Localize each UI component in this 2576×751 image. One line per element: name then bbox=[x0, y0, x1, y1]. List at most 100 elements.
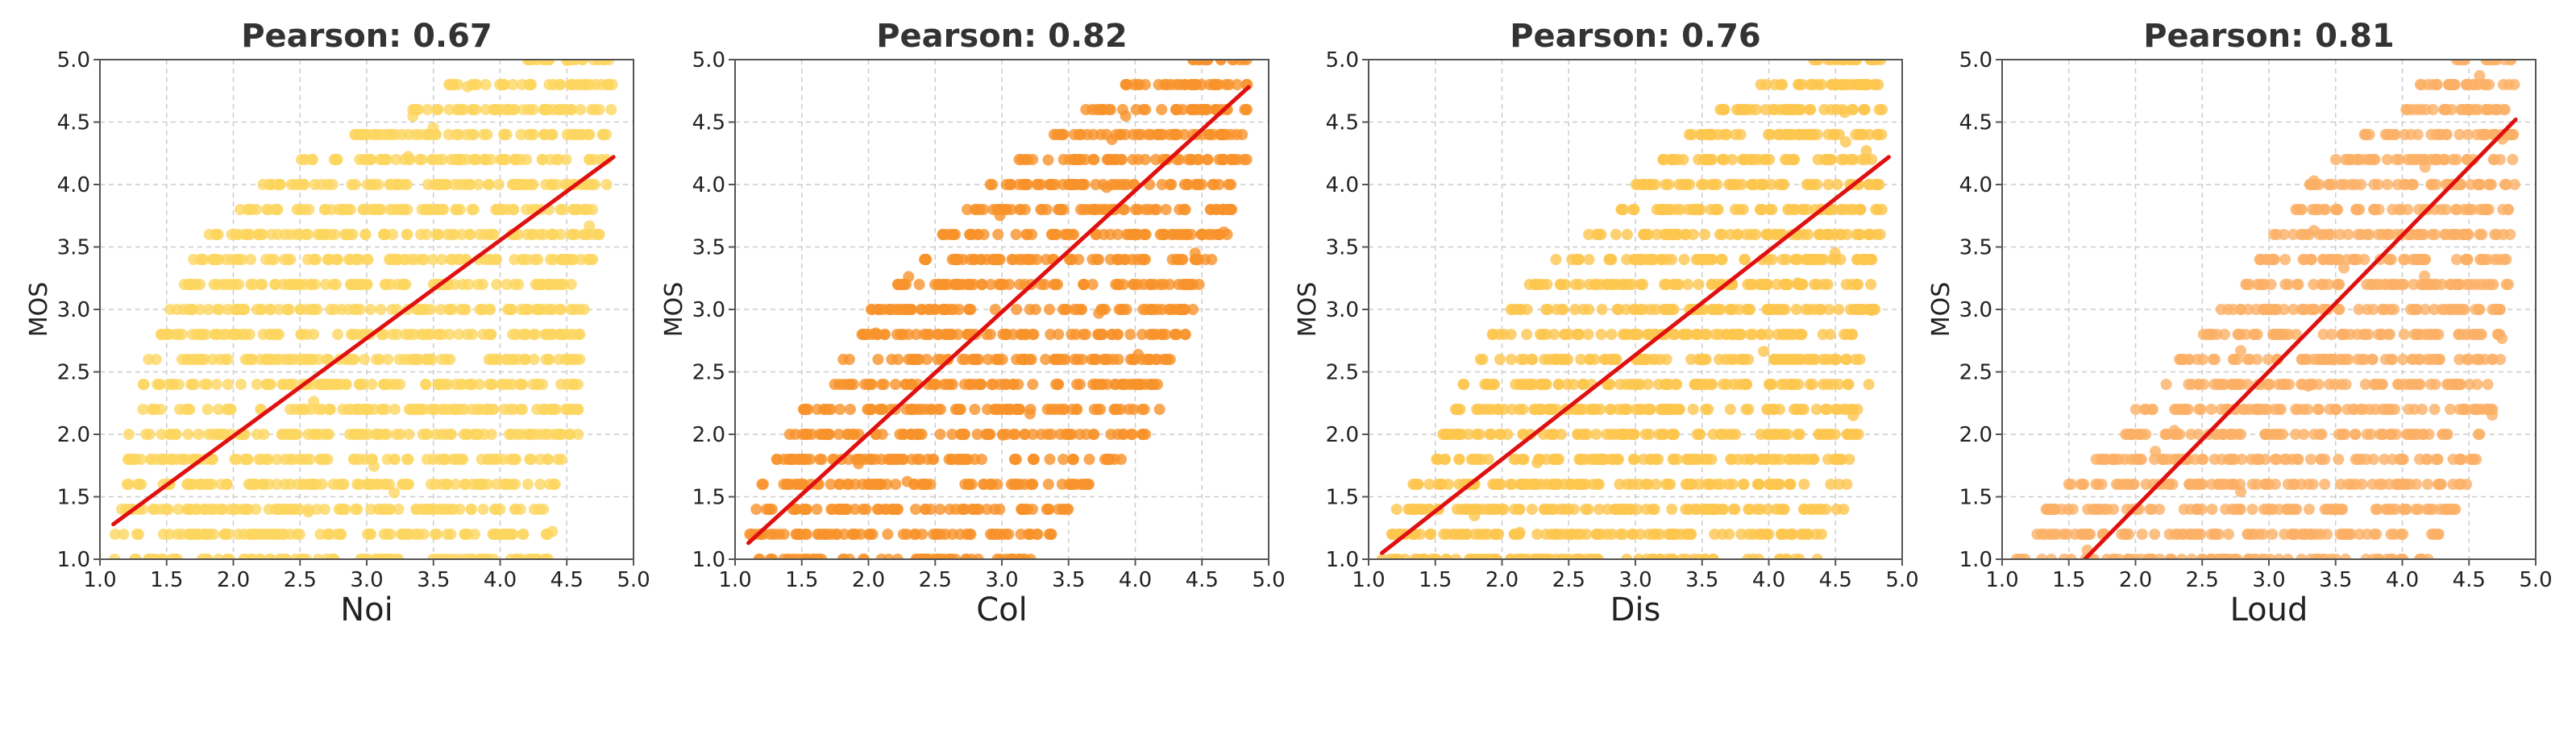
data-point bbox=[1830, 404, 1842, 415]
data-point bbox=[2251, 479, 2262, 490]
data-point bbox=[532, 254, 544, 265]
data-point bbox=[2036, 554, 2048, 559]
data-point bbox=[507, 329, 519, 340]
data-point bbox=[2257, 529, 2269, 540]
data-point bbox=[1184, 279, 1196, 290]
data-point bbox=[1124, 329, 1136, 340]
data-point bbox=[296, 329, 308, 340]
data-point bbox=[1078, 329, 1089, 340]
data-point bbox=[285, 354, 297, 365]
data-point bbox=[1617, 504, 1629, 515]
data-point bbox=[1049, 229, 1061, 240]
data-point bbox=[1559, 329, 1571, 340]
data-point bbox=[387, 229, 399, 240]
data-point bbox=[1011, 454, 1022, 465]
data-point bbox=[416, 254, 428, 265]
data-point bbox=[255, 354, 267, 365]
data-point bbox=[1834, 60, 1846, 65]
data-point bbox=[1583, 304, 1595, 315]
data-point bbox=[137, 404, 149, 415]
data-point bbox=[1542, 304, 1554, 315]
data-point bbox=[375, 304, 387, 315]
data-point bbox=[913, 279, 925, 290]
data-point bbox=[1849, 60, 1861, 65]
data-point bbox=[1053, 404, 1066, 415]
data-point bbox=[401, 179, 413, 190]
data-point bbox=[1663, 379, 1675, 390]
data-point bbox=[1016, 504, 1028, 515]
data-point bbox=[1819, 154, 1830, 165]
data-point bbox=[929, 304, 941, 315]
data-point bbox=[1492, 404, 1504, 415]
data-point bbox=[1780, 554, 1793, 559]
data-point bbox=[228, 504, 240, 515]
data-point bbox=[527, 179, 539, 190]
data-point bbox=[348, 429, 360, 440]
data-point bbox=[1120, 79, 1132, 90]
data-point bbox=[222, 379, 234, 390]
data-point bbox=[1818, 104, 1830, 115]
data-point bbox=[2220, 504, 2232, 515]
data-point bbox=[2388, 529, 2400, 540]
data-point bbox=[146, 554, 158, 559]
data-point bbox=[538, 229, 550, 240]
data-point bbox=[293, 529, 305, 540]
data-point bbox=[245, 254, 256, 265]
data-point bbox=[778, 529, 790, 540]
data-point bbox=[1513, 504, 1525, 515]
data-point bbox=[1136, 254, 1148, 265]
data-point bbox=[1470, 429, 1482, 440]
data-point bbox=[1074, 154, 1086, 165]
data-point bbox=[1725, 354, 1736, 365]
data-point bbox=[122, 454, 134, 465]
data-point bbox=[1724, 404, 1736, 415]
data-point bbox=[534, 479, 546, 490]
data-point bbox=[2195, 529, 2207, 540]
data-point bbox=[147, 504, 160, 515]
data-point bbox=[976, 279, 988, 290]
data-point bbox=[1742, 554, 1754, 559]
data-point bbox=[1708, 179, 1720, 190]
data-point bbox=[561, 404, 573, 415]
data-point bbox=[1523, 379, 1535, 390]
data-point bbox=[217, 504, 229, 515]
data-point bbox=[1569, 554, 1581, 559]
data-point bbox=[992, 354, 1004, 365]
data-point bbox=[1453, 454, 1465, 465]
data-point bbox=[149, 404, 161, 415]
data-point bbox=[1495, 479, 1506, 490]
data-point bbox=[1830, 354, 1842, 365]
data-point bbox=[874, 404, 886, 415]
data-point bbox=[279, 479, 291, 490]
data-point bbox=[987, 179, 999, 190]
data-point bbox=[1213, 154, 1225, 165]
data-point bbox=[1560, 279, 1572, 290]
data-point bbox=[932, 354, 944, 365]
data-point bbox=[1082, 129, 1094, 140]
y-tick-label: 5.0 bbox=[57, 48, 90, 73]
data-point bbox=[1185, 79, 1197, 90]
data-point bbox=[194, 304, 206, 315]
data-point bbox=[2305, 554, 2316, 559]
data-point bbox=[143, 429, 156, 440]
data-point bbox=[1654, 204, 1666, 215]
data-point bbox=[1811, 554, 1823, 559]
data-point bbox=[942, 329, 954, 340]
data-point bbox=[1101, 454, 1113, 465]
data-point bbox=[298, 179, 310, 190]
data-point bbox=[459, 304, 470, 315]
data-point bbox=[1610, 504, 1622, 515]
data-point bbox=[1670, 404, 1682, 415]
data-point bbox=[155, 329, 167, 340]
data-point bbox=[1521, 329, 1533, 340]
data-point bbox=[1529, 554, 1541, 559]
data-point bbox=[370, 204, 382, 215]
x-tick-label: 1.5 bbox=[1419, 568, 1452, 592]
data-point bbox=[1506, 354, 1517, 365]
x-tick-label: 3.5 bbox=[1685, 568, 1718, 592]
data-point bbox=[1450, 404, 1462, 415]
data-point bbox=[1469, 510, 1481, 522]
data-point bbox=[912, 554, 924, 559]
data-point bbox=[1482, 379, 1494, 390]
x-tick-label: 3.0 bbox=[1618, 568, 1652, 592]
